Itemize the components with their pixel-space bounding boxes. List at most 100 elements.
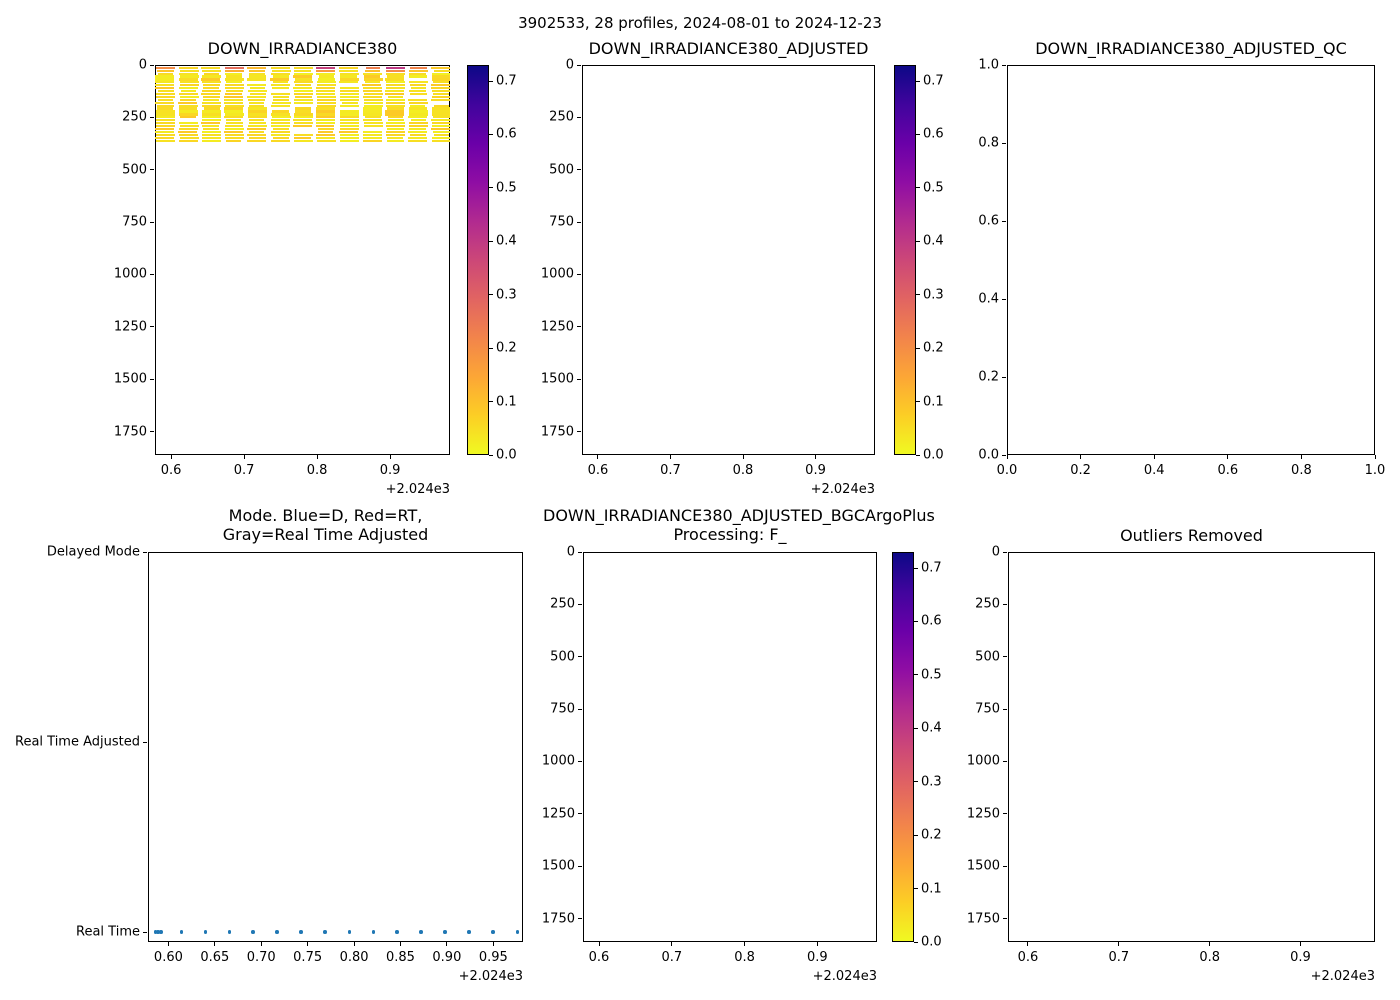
x-tick bbox=[446, 942, 448, 946]
profile-dash bbox=[408, 72, 427, 75]
profile-dash bbox=[365, 69, 381, 72]
profile-dash bbox=[156, 66, 176, 69]
colorbar-tick bbox=[916, 133, 920, 135]
mode-dot bbox=[394, 930, 399, 934]
profile-dash bbox=[155, 139, 175, 142]
profile-dash bbox=[157, 69, 174, 72]
y-tick bbox=[1003, 813, 1007, 815]
profile-dash bbox=[317, 130, 333, 133]
profile-dash bbox=[294, 101, 314, 104]
profile-dash bbox=[409, 66, 427, 69]
profile-dash bbox=[223, 101, 243, 104]
profile-dash bbox=[316, 95, 336, 99]
profile-dash bbox=[294, 69, 311, 72]
profile-dash bbox=[386, 75, 405, 78]
colorbar-tick bbox=[914, 674, 918, 676]
profile-dash bbox=[202, 101, 222, 104]
y-tick bbox=[150, 273, 154, 275]
y-tick bbox=[143, 931, 147, 933]
y-tick bbox=[150, 116, 154, 118]
axes-title-bgcargoplus: DOWN_IRRADIANCE380_ADJUSTED_BGCArgoPlus … bbox=[543, 506, 935, 544]
profile-dash bbox=[316, 104, 336, 107]
profile-dash bbox=[271, 110, 290, 113]
profile-dash bbox=[179, 110, 199, 113]
profile-dash bbox=[223, 95, 243, 99]
profile-dash bbox=[388, 116, 404, 119]
profile-dash bbox=[179, 124, 199, 128]
profile-dash bbox=[203, 87, 219, 90]
profile-dash bbox=[293, 66, 313, 69]
profile-dash bbox=[385, 84, 405, 87]
y-tick bbox=[1003, 760, 1007, 762]
profile-dash bbox=[408, 122, 428, 125]
profile-dash bbox=[385, 69, 405, 72]
x-axis-offset-label: +2.024e3 bbox=[458, 969, 523, 984]
x-tick bbox=[815, 455, 817, 459]
profile-dash bbox=[155, 133, 175, 136]
colorbar-tick-label: 0.0 bbox=[921, 934, 942, 950]
y-tick bbox=[578, 551, 582, 553]
profile-dash bbox=[432, 72, 450, 75]
profile-dash bbox=[155, 119, 175, 122]
profile-dash bbox=[271, 124, 291, 128]
y-tick-label: 500 bbox=[122, 162, 147, 178]
x-tick-label: 0.8 bbox=[306, 463, 328, 478]
profile-dash bbox=[433, 69, 450, 72]
profile-dash bbox=[249, 101, 265, 104]
profile-dash bbox=[270, 133, 290, 136]
colorbar-tick bbox=[914, 888, 918, 890]
y-tick-label: 1250 bbox=[541, 806, 575, 822]
profile-dash bbox=[364, 81, 381, 84]
profile-dash bbox=[316, 84, 336, 87]
profile-dash bbox=[362, 90, 382, 93]
profile-dash bbox=[224, 78, 244, 81]
profile-dash bbox=[385, 101, 405, 104]
x-tick bbox=[742, 455, 744, 459]
profile-dash bbox=[201, 113, 221, 116]
profile-dash bbox=[386, 133, 406, 136]
y-tick-label: 1500 bbox=[113, 371, 147, 387]
colorbar-tick-label: 0.4 bbox=[921, 720, 942, 736]
profile-dash bbox=[385, 92, 405, 96]
profile-dash bbox=[295, 78, 312, 81]
colorbar-tick-label: 0.4 bbox=[496, 233, 517, 249]
profile-dash bbox=[386, 72, 406, 75]
mode-dot bbox=[203, 930, 208, 934]
profile-dash bbox=[179, 95, 199, 99]
profile-dash bbox=[179, 98, 197, 101]
profile-dash bbox=[362, 84, 382, 87]
profile-dash bbox=[339, 113, 359, 116]
profile-dash bbox=[385, 130, 405, 133]
profile-dash bbox=[385, 122, 405, 125]
profile-dash bbox=[225, 119, 241, 122]
profile-dash bbox=[408, 101, 428, 104]
profile-dash bbox=[201, 92, 221, 96]
axes-title-outliers-removed: Outliers Removed bbox=[1120, 526, 1263, 545]
mode-dot bbox=[156, 930, 160, 934]
profile-dash bbox=[316, 90, 336, 93]
y-tick bbox=[1002, 64, 1006, 66]
colorbar-tick-label: 0.6 bbox=[921, 613, 942, 629]
profile-dash bbox=[363, 101, 383, 104]
profile-dash bbox=[339, 136, 359, 139]
profile-dash bbox=[318, 75, 335, 78]
profile-dash bbox=[407, 139, 427, 142]
y-tick-label: 1750 bbox=[540, 424, 574, 440]
colorbar-tick-label: 0.2 bbox=[923, 340, 944, 356]
profile-dash bbox=[179, 81, 199, 84]
mode-dot bbox=[323, 930, 328, 934]
profile-dash bbox=[293, 81, 313, 84]
colorbar-tick-label: 0.4 bbox=[923, 233, 944, 249]
x-tick bbox=[1153, 455, 1155, 459]
y-tick-label: 0 bbox=[138, 57, 147, 73]
y-tick bbox=[1003, 865, 1007, 867]
colorbar-tick-label: 0.2 bbox=[496, 340, 517, 356]
axes-mode bbox=[148, 552, 523, 942]
profile-dash bbox=[434, 133, 450, 136]
profile-dash bbox=[202, 119, 222, 122]
profile-dash bbox=[295, 95, 312, 99]
x-tick bbox=[167, 942, 169, 946]
profile-dash bbox=[340, 116, 360, 119]
profile-dash bbox=[180, 90, 197, 93]
y-tick bbox=[577, 273, 581, 275]
